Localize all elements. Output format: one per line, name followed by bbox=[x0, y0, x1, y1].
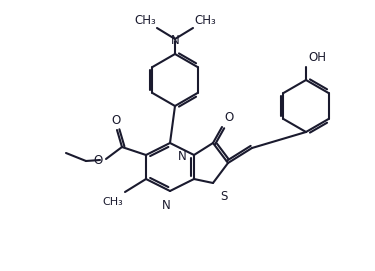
Text: N: N bbox=[171, 34, 179, 47]
Text: N: N bbox=[178, 150, 187, 163]
Text: CH₃: CH₃ bbox=[194, 14, 216, 27]
Text: OH: OH bbox=[308, 51, 326, 64]
Text: O: O bbox=[94, 153, 103, 166]
Text: N: N bbox=[162, 199, 170, 212]
Text: CH₃: CH₃ bbox=[102, 197, 123, 207]
Text: CH₃: CH₃ bbox=[134, 14, 156, 27]
Text: S: S bbox=[220, 190, 227, 203]
Text: O: O bbox=[224, 111, 233, 124]
Text: O: O bbox=[111, 114, 121, 127]
